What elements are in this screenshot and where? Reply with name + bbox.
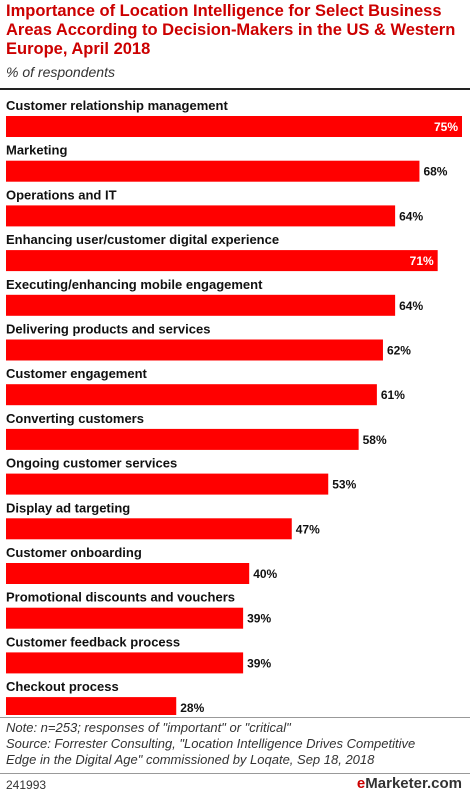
bar [6, 160, 420, 182]
value-label: 39% [247, 656, 271, 670]
bar [6, 339, 383, 361]
chart-id: 241993 [6, 778, 47, 792]
chart-subtitle: % of respondents [6, 64, 115, 80]
category-label: Promotional discounts and vouchers [6, 590, 235, 605]
category-label: Ongoing customer services [6, 456, 177, 471]
bar-row: Customer relationship management 75% [6, 98, 462, 137]
bar-row: Ongoing customer services 53% [6, 456, 357, 495]
bar-row: Executing/enhancing mobile engagement 64% [6, 277, 423, 316]
bar [6, 250, 438, 272]
value-label: 28% [180, 701, 204, 715]
top-rule [0, 88, 470, 90]
bar [6, 473, 329, 495]
category-label: Customer relationship management [6, 98, 228, 113]
logo-name: Marketer [365, 775, 427, 792]
bar [6, 205, 396, 227]
value-label: 64% [399, 209, 423, 223]
bar-row: Customer onboarding 40% [6, 545, 278, 584]
category-label: Converting customers [6, 411, 144, 426]
bar [6, 428, 359, 450]
value-label: 58% [363, 433, 387, 447]
bar-row: Converting customers 58% [6, 411, 387, 450]
bar [6, 294, 396, 316]
bar-row: Promotional discounts and vouchers 39% [6, 590, 271, 629]
bar [6, 563, 250, 584]
bar-row: Enhancing user/customer digital experien… [6, 232, 438, 272]
value-label: 62% [387, 344, 411, 358]
category-label: Enhancing user/customer digital experien… [6, 232, 279, 247]
bar-row: Checkout process 28% [6, 679, 205, 715]
value-label: 53% [332, 478, 356, 492]
bar-chart: Customer relationship management 75% Marke… [6, 98, 462, 715]
value-label: 75% [434, 120, 458, 134]
category-label: Customer feedback process [6, 634, 180, 649]
category-label: Checkout process [6, 679, 119, 694]
value-label: 39% [247, 612, 271, 626]
bar [6, 697, 177, 715]
value-label: 68% [423, 165, 447, 179]
category-label: Executing/enhancing mobile engagement [6, 277, 263, 292]
category-label: Delivering products and services [6, 322, 210, 337]
category-label: Display ad targeting [6, 500, 130, 515]
bar [6, 607, 244, 629]
bar-row: Customer feedback process 39% [6, 634, 271, 674]
logo-suffix: .com [426, 775, 462, 792]
bar [6, 652, 244, 674]
bar [6, 116, 462, 137]
logo-e: e [356, 775, 366, 792]
chart-note: Note: n=253; responses of "important" or… [6, 720, 291, 735]
category-label: Marketing [6, 143, 67, 158]
bar-row: Display ad targeting 47% [6, 500, 320, 540]
value-label: 64% [399, 299, 423, 313]
category-label: Operations and IT [6, 187, 117, 202]
bar-row: Operations and IT 64% [6, 187, 423, 227]
value-label: 71% [410, 254, 434, 268]
bar [6, 384, 377, 406]
category-label: Customer onboarding [6, 545, 142, 560]
value-label: 61% [381, 388, 405, 402]
bar-row: Customer engagement 61% [6, 366, 405, 406]
category-label: Customer engagement [6, 366, 148, 381]
emarketer-logo[interactable]: eMarketer.com [357, 775, 462, 792]
bottom-rule [0, 717, 470, 718]
bar-row: Delivering products and services 62% [6, 322, 411, 361]
chart-title: Importance of Location Intelligence for … [6, 2, 456, 58]
footer-rule [0, 773, 470, 774]
bar-row: Marketing 68% [6, 143, 448, 182]
value-label: 47% [296, 522, 320, 536]
chart-source: Source: Forrester Consulting, "Location … [6, 736, 416, 767]
value-label: 40% [253, 567, 277, 581]
bar [6, 518, 292, 540]
